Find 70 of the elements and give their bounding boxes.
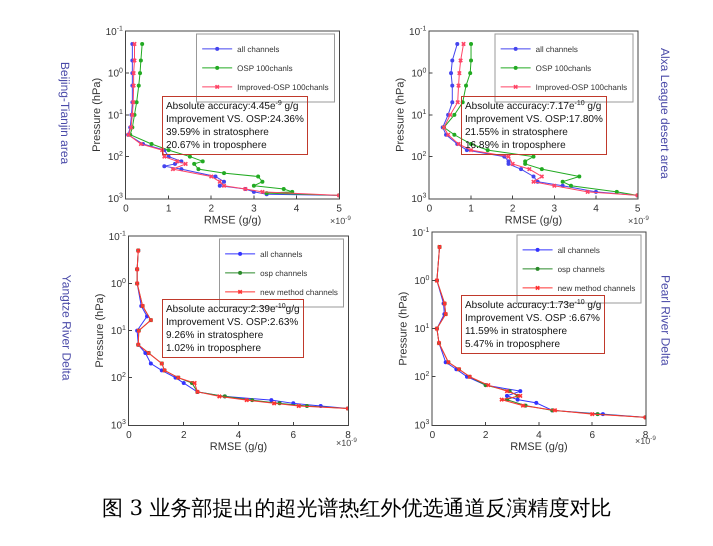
y-tick-label: 10$^{0}$ (414, 274, 430, 288)
x-tick-label: 5 (634, 203, 641, 214)
annotation: Absolute accuracy:4.45e$^{-9}$ g/g Improvement VS. OSP:24.36% 39.59% in stratosphere 20.67% in troposphere (166, 100, 304, 152)
annotation: Absolute accuracy:1.73e$^{-10}$ g/g Improvement VS. OSP :6.67% 11.59% in stratosphere 5.47% in troposphere (465, 299, 602, 350)
text: ×10$^{-9}$ (330, 215, 352, 226)
y-tick-label: 10$^{2}$ (108, 150, 124, 164)
y-tick-label: 10$^{1}$ (110, 324, 126, 338)
x-tick-label: 0 (123, 203, 130, 214)
y-tick-label: 10$^{0}$ (108, 67, 124, 80)
y-tick-label: 10$^{-1}$ (108, 230, 126, 243)
x-tick-label: 3 (552, 203, 558, 214)
x-tick-label: 5 (336, 203, 342, 214)
y-tick-label: 10$^{2}$ (110, 372, 126, 384)
y-tick-label: 10$^{1}$ (108, 109, 124, 122)
y-axis-title: Pressure (hPa) (94, 294, 106, 368)
x-tick-label: 0 (126, 430, 132, 441)
text: ×10$^{-9}$ (628, 215, 650, 226)
y-tick-label: 10$^{1}$ (411, 109, 426, 122)
legend-label: all channels (237, 44, 280, 54)
legend-label: OSP 100chanls (536, 64, 592, 73)
y-tick-label: 10$^{0}$ (411, 67, 426, 80)
x-tick-label: 0 (426, 203, 433, 214)
x-tick-label: 6 (290, 430, 297, 441)
y-tick-label: 10$^{2}$ (414, 371, 430, 384)
annotation: Absolute accuracy:2.39e$^{-10}$g/g Improvement VS. OSP:2.63% 9.26% in stratosphere 1.02% in troposphere (166, 303, 300, 354)
x-axis-title: RMSE (g/g) (504, 214, 562, 227)
y-tick-label: 10$^{-1}$ (409, 26, 426, 38)
x-axis-title: RMSE (g/g) (204, 214, 262, 227)
legend-label: new method channels (260, 288, 338, 297)
x-tick-label: 1 (468, 203, 474, 214)
caption: 图 3 业务部提出的超光谱热红外优选通道反演精度对比 (102, 496, 612, 520)
legend-label: new method channels (558, 284, 636, 294)
y-axis-title: Pressure (hPa) (398, 292, 410, 366)
legend-label: osp channels (558, 265, 605, 274)
text: Pearl River Delta (658, 274, 673, 366)
x-tick-label: 4 (593, 203, 600, 214)
x-axis-title: RMSE (g/g) (510, 440, 568, 453)
x-tick-label: 4 (536, 430, 542, 441)
y-axis-title: Pressure (hPa) (91, 78, 104, 152)
x-tick-label: 1 (166, 203, 172, 214)
x-tick-label: 4 (294, 203, 300, 214)
y-tick-label: 10$^{3}$ (411, 192, 426, 205)
x-tick-label: 2 (208, 203, 214, 214)
text: Yangtze River Delta (60, 274, 74, 381)
y-tick-label: 10$^{3}$ (414, 419, 430, 432)
y-axis-title: Pressure (hPa) (394, 78, 407, 152)
y-tick-label: 10$^{0}$ (110, 278, 126, 290)
legend-label: all channels (558, 246, 600, 256)
x-tick-label: 0 (430, 430, 436, 441)
x-tick-label: 3 (251, 203, 258, 214)
legend-label: all channels (260, 250, 302, 259)
text: Alxa League desert area (658, 48, 672, 180)
legend-label: osp channels (260, 268, 308, 278)
legend-label: all channels (536, 44, 578, 54)
x-tick-label: 2 (482, 430, 489, 441)
legend-label: OSP 100chanls (237, 64, 293, 73)
legend-label: Improved-OSP 100chanls (237, 82, 329, 92)
x-tick-label: 2 (180, 430, 187, 441)
x-tick-label: 2 (510, 203, 516, 214)
y-tick-label: 10$^{-1}$ (106, 26, 124, 38)
y-tick-label: 10$^{-1}$ (412, 226, 430, 239)
x-tick-label: 6 (589, 430, 596, 441)
y-tick-label: 10$^{2}$ (411, 150, 426, 164)
y-tick-label: 10$^{1}$ (414, 322, 430, 336)
x-tick-label: 4 (236, 430, 242, 441)
y-tick-label: 10$^{3}$ (110, 419, 126, 432)
y-tick-label: 10$^{3}$ (108, 192, 124, 205)
x-axis-title: RMSE (g/g) (210, 440, 268, 453)
legend-label: Improved-OSP 100chanls (536, 82, 628, 92)
text: Beijing-Tianjin area (58, 62, 72, 165)
